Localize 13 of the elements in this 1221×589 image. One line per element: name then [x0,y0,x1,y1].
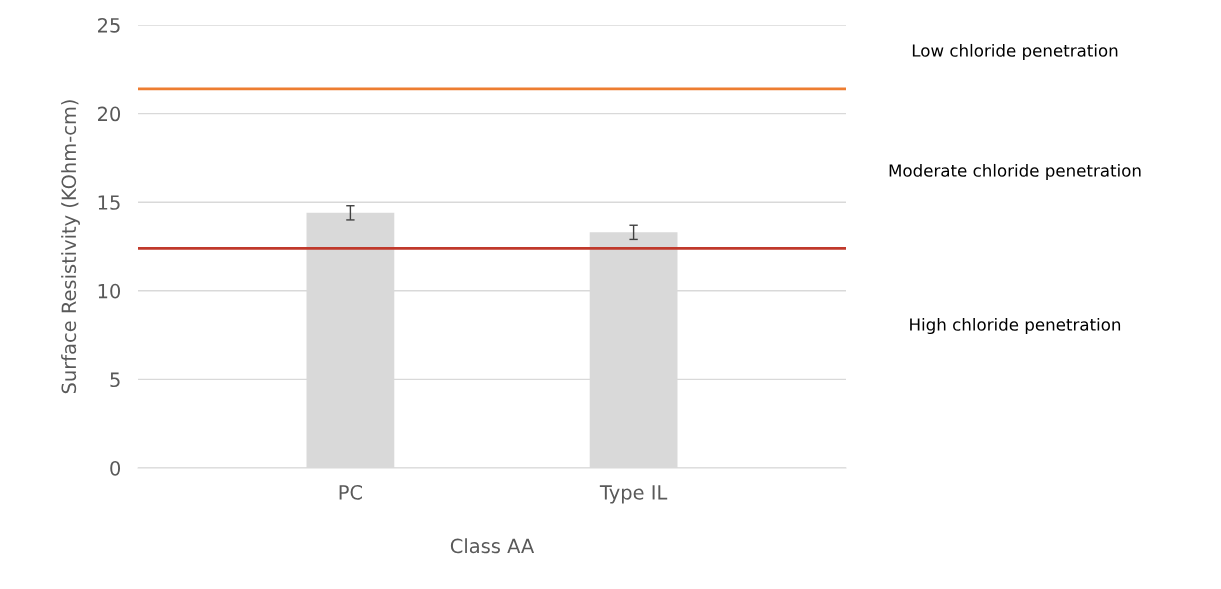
x-tick-label: Type IL [599,485,668,504]
y-tick-label: 0 [110,460,121,476]
y-tick-label: 15 [98,195,120,210]
x-tick-label: PC [339,485,362,500]
x-axis-title: Class AA [450,538,535,554]
text: Low chloride penetration [912,43,1118,61]
y-tick-label: 5 [110,372,120,388]
text: Moderate chloride penetration [889,163,1141,181]
y-tick-label: 10 [98,283,121,299]
text: High chloride penetration [910,317,1121,335]
y-axis-title: Surface Resistivity (KOhm-cm) [61,100,80,394]
y-tick-label: 20 [98,106,121,122]
y-tick-label: 25 [98,17,120,33]
